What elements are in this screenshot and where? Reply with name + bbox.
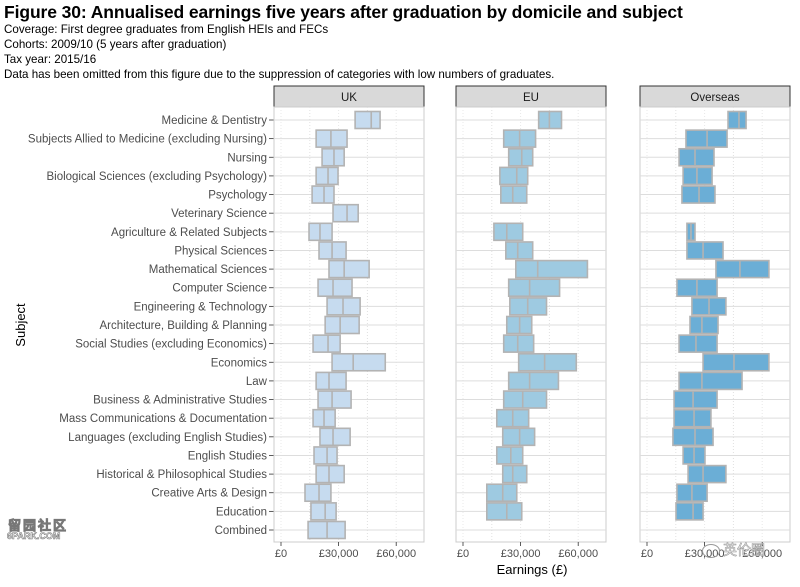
y-axis-labels: Medicine & Dentistry Subjects Allied to M… <box>28 115 274 537</box>
box-veterinary-science <box>332 203 359 223</box>
figure-title: Figure 30: Annualised earnings five year… <box>4 2 683 22</box>
panel-eu: EU £0 £30,000 £60,000 <box>455 85 607 560</box>
box-mathematical-sciences <box>328 259 370 279</box>
box-creative-arts-design <box>304 483 332 503</box>
x-tick-label: £0 <box>641 548 653 560</box>
y-tick-label: Social Studies (excluding Economics) <box>75 339 267 351</box>
y-tick-label: Subjects Allied to Medicine (excluding N… <box>28 134 267 146</box>
coverage-note: Coverage: First degree graduates from En… <box>4 23 329 36</box>
box-nursing <box>678 147 715 167</box>
box-historical-philosophical-studies <box>687 464 727 484</box>
box-economics <box>331 352 387 372</box>
x-tick-label: £0 <box>275 548 287 560</box>
box-english-studies <box>313 446 338 465</box>
y-tick-label: Psychology <box>208 190 267 202</box>
x-tick-label: £60,000 <box>742 548 782 560</box>
box-architecture-building-planning <box>689 315 719 335</box>
y-tick-label: Education <box>216 506 267 518</box>
tax-year-note: Tax year: 2015/16 <box>4 53 97 66</box>
y-tick-label: Nursing <box>227 152 267 164</box>
watermark-text: 英伦圈 <box>723 542 766 559</box>
box-social-studies-excluding-economics- <box>312 334 341 353</box>
box-economics <box>702 352 770 372</box>
box-languages-excluding-english-studies- <box>501 427 536 447</box>
box-languages-excluding-english-studies- <box>672 427 714 447</box>
panel-overseas: Overseas£0 £30,000 £60,000 <box>639 85 791 560</box>
box-psychology <box>500 185 528 204</box>
y-tick-label: Mathematical Sciences <box>149 264 267 276</box>
box-business-administrative-studies <box>673 390 718 409</box>
box-psychology <box>311 185 335 204</box>
box-law <box>315 371 347 391</box>
y-tick-label: Computer Science <box>172 283 267 295</box>
watermark-6park-url: 6PARK.COM <box>7 531 61 542</box>
box-computer-science <box>507 278 561 298</box>
box-business-administrative-studies <box>502 390 548 409</box>
suppression-note: Data has been omitted from this figure d… <box>4 68 555 81</box>
box-education <box>310 502 337 521</box>
watermark-yinglunquan: 英伦圈 <box>702 540 765 560</box>
panel-uk: UK £0 £30,000 £60,000 <box>273 85 425 560</box>
box-education <box>486 502 523 521</box>
facet-label: EU <box>523 92 539 104</box>
box-medicine-dentistry <box>727 110 747 130</box>
y-tick-label: Engineering & Technology <box>134 301 268 313</box>
box-economics <box>517 352 578 372</box>
box-business-administrative-studies <box>317 390 352 409</box>
y-tick-label: English Studies <box>188 450 268 462</box>
y-tick-label: Veterinary Science <box>171 208 267 220</box>
box-medicine-dentistry <box>354 110 381 130</box>
facet-label: Overseas <box>690 92 739 104</box>
x-tick-label: £30,000 <box>319 548 359 560</box>
y-tick-label: Physical Sciences <box>174 245 267 257</box>
box-physical-sciences <box>505 241 534 260</box>
box-biological-sciences-excluding-psychology- <box>499 166 529 186</box>
wechat-icon <box>702 544 720 559</box>
box-law <box>678 371 743 391</box>
box-mathematical-sciences <box>715 259 770 279</box>
y-tick-label: Law <box>246 376 268 388</box>
cohorts-note: Cohorts: 2009/10 (5 years after graduati… <box>4 38 227 51</box>
y-tick-label: Mass Communications & Documentation <box>59 413 267 425</box>
box-physical-sciences <box>686 241 724 260</box>
watermark-6park: 留园社区 <box>8 518 69 534</box>
y-tick-label: Economics <box>211 357 267 369</box>
x-tick-label: £60,000 <box>558 548 598 560</box>
box-architecture-building-planning <box>324 315 360 335</box>
box-nursing <box>507 147 534 167</box>
y-tick-label: Biological Sciences (excluding Psycholog… <box>46 171 267 183</box>
box-law <box>507 371 560 391</box>
y-tick-label: Medicine & Dentistry <box>162 115 268 127</box>
box-computer-science <box>317 278 353 298</box>
x-tick-label: £0 <box>457 548 469 560</box>
box-social-studies-excluding-economics- <box>678 334 718 353</box>
y-tick-label: Combined <box>215 525 267 537</box>
y-tick-label: Architecture, Building & Planning <box>100 320 268 332</box>
y-tick-label: Agriculture & Related Subjects <box>111 227 267 239</box>
x-tick-label: £30,000 <box>501 548 541 560</box>
y-tick-label: Historical & Philosophical Studies <box>96 469 267 481</box>
y-axis-title: Subject <box>13 303 28 347</box>
facet-label: UK <box>341 92 357 104</box>
box-historical-philosophical-studies <box>315 464 345 484</box>
facet-panels: UK £0 £30,000 £60,000 EU £0 £30,000 £60,000 Over… <box>273 85 791 560</box>
y-tick-label: Languages (excluding English Studies) <box>68 432 267 444</box>
box-languages-excluding-english-studies- <box>319 427 351 447</box>
x-tick-label: £60,000 <box>376 548 416 560</box>
y-tick-label: Business & Administrative Studies <box>93 395 267 407</box>
box-nursing <box>321 147 345 167</box>
box-biological-sciences-excluding-psychology- <box>315 166 339 186</box>
box-mathematical-sciences <box>514 259 589 279</box>
box-agriculture-related-subjects <box>493 222 524 242</box>
box-mass-communications-documentation <box>673 408 712 428</box>
box-education <box>675 502 704 521</box>
x-axis-title: Earnings (£) <box>497 562 568 577</box>
box-historical-philosophical-studies <box>501 464 528 484</box>
y-tick-label: Creative Arts & Design <box>151 488 267 500</box>
box-english-studies <box>495 446 524 465</box>
box-creative-arts-design <box>486 483 518 503</box>
box-social-studies-excluding-economics- <box>502 334 535 353</box>
